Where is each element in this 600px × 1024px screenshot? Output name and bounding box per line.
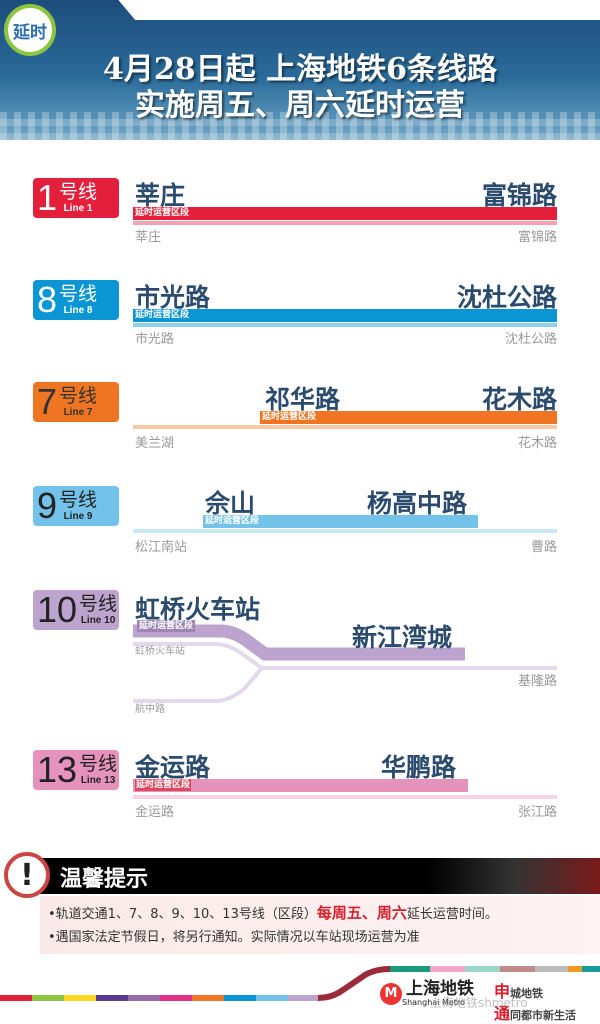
notice-header: 温馨提示 (30, 858, 600, 894)
full-end-station: 基隆路 (517, 674, 557, 689)
full-start-station: 金运路 (135, 805, 175, 820)
extended-segment-bar: 延时运营区段 (260, 411, 557, 424)
ext-start-station: 佘山 (205, 489, 256, 518)
line-10-row: 10 号线 Line 10 虹桥火车站 新江湾城 延时运营区段 虹桥火车站 航中路… (0, 588, 600, 718)
line-1-row: 1 号线 Line 1 莘庄 富锦路 延时运营区段 莘庄 富锦路 (0, 178, 600, 248)
extended-segment-bar: 延时运营区段 (133, 309, 557, 322)
shanghai-metro-logo: M 上海地铁 Shanghai Metro (380, 980, 474, 1007)
line-10-badge: 10 号线 Line 10 (33, 590, 119, 630)
notice-section: 温馨提示 ! •轨道交通1、7、8、9、10、13号线（区段）每周五、周六延长运… (0, 850, 600, 960)
ext-end-station: 新江湾城 (352, 623, 453, 652)
page-subtitle: 实施周五、周六延时运营 (135, 88, 465, 123)
line-7-row: 7 号线 Line 7 祁华路 花木路 延时运营区段 美兰湖 花木路 (0, 382, 600, 452)
branch-station: 航中路 (135, 704, 165, 715)
full-end-station: 花木路 (517, 436, 557, 451)
ext-start-station: 祁华路 (265, 385, 341, 414)
full-end-station: 张江路 (517, 805, 557, 820)
full-start-station: 市光路 (135, 332, 175, 347)
full-line-bar (133, 425, 557, 429)
full-end-station: 富锦路 (517, 230, 557, 245)
notice-item-1: •轨道交通1、7、8、9、10、13号线（区段）每周五、周六延长运营时间。 (48, 904, 498, 922)
ext-start-station: 金运路 (135, 753, 211, 782)
ext-end-station: 沈杜公路 (456, 283, 557, 312)
full-start-station: 虹桥火车站 (135, 646, 185, 657)
line-8-row: 8 号线 Line 8 市光路 沈杜公路 延时运营区段 市光路 沈杜公路 (0, 280, 600, 350)
page-title: 4月28日起 上海地铁6条线路 (103, 52, 497, 87)
line-7-badge: 7 号线 Line 7 (33, 382, 119, 422)
ext-start-station: 虹桥火车站 (135, 595, 261, 624)
line-13-badge: 13 号线 Line 13 (33, 750, 119, 790)
full-line-bar (133, 529, 557, 533)
ext-end-station: 杨高中路 (367, 489, 468, 518)
full-start-station: 美兰湖 (135, 436, 175, 451)
notice-item-2: •遇国家法定节假日，将另行通知。实际情况以车站现场运营为准 (48, 930, 420, 945)
line-9-badge: 9 号线 Line 9 (33, 486, 119, 526)
extended-segment-bar: 延时运营区段 (133, 779, 468, 792)
header-decoration (110, 0, 600, 20)
extended-segment-bar: 延时运营区段 (203, 515, 478, 528)
full-line-bar (133, 323, 557, 327)
line-color-strip (0, 995, 32, 1001)
full-line-bar (133, 795, 557, 799)
delay-badge: 延时 (4, 4, 56, 56)
footer: M 上海地铁 Shanghai Metro 申城地铁 通同都市新生活 上海地铁s… (0, 960, 600, 1023)
slogan-line-2: 通同都市新生活 (494, 1004, 577, 1023)
ext-start-station: 市光路 (135, 283, 211, 312)
full-line-bar (133, 221, 557, 225)
full-end-station: 曹路 (530, 540, 557, 555)
slogan-line-1: 申城地铁 (494, 982, 544, 1001)
full-start-station: 莘庄 (135, 230, 162, 245)
extended-segment-bar: 延时运营区段 (133, 207, 557, 220)
line-13-row: 13 号线 Line 13 金运路 华鹏路 延时运营区段 金运路 张江路 (0, 750, 600, 820)
line-8-badge: 8 号线 Line 8 (33, 280, 119, 320)
line-1-badge: 1 号线 Line 1 (33, 178, 119, 218)
line-10-route-diagram (133, 624, 557, 703)
full-end-station: 沈杜公路 (504, 332, 557, 347)
full-start-station: 松江南站 (135, 540, 188, 555)
header-banner: 延时 4月28日起 上海地铁6条线路 实施周五、周六延时运营 (0, 0, 600, 140)
ext-end-station: 华鹏路 (381, 753, 457, 782)
metro-logo-icon: M (380, 982, 402, 1005)
exclamation-icon: ! (4, 852, 50, 898)
notice-body: •轨道交通1、7、8、9、10、13号线（区段）每周五、周六延长运营时间。 •遇… (40, 896, 600, 954)
checker-pattern (0, 112, 600, 140)
ext-end-station: 富锦路 (481, 181, 557, 210)
line-9-row: 9 号线 Line 9 佘山 杨高中路 延时运营区段 松江南站 曹路 (0, 486, 600, 556)
watermark: 上海地铁shmetro (430, 996, 528, 1010)
ext-end-station: 花木路 (481, 385, 557, 414)
line-strip-curve (317, 966, 600, 1001)
ext-start-station: 莘庄 (135, 181, 186, 210)
extended-segment-label: 延时运营区段 (137, 620, 196, 632)
